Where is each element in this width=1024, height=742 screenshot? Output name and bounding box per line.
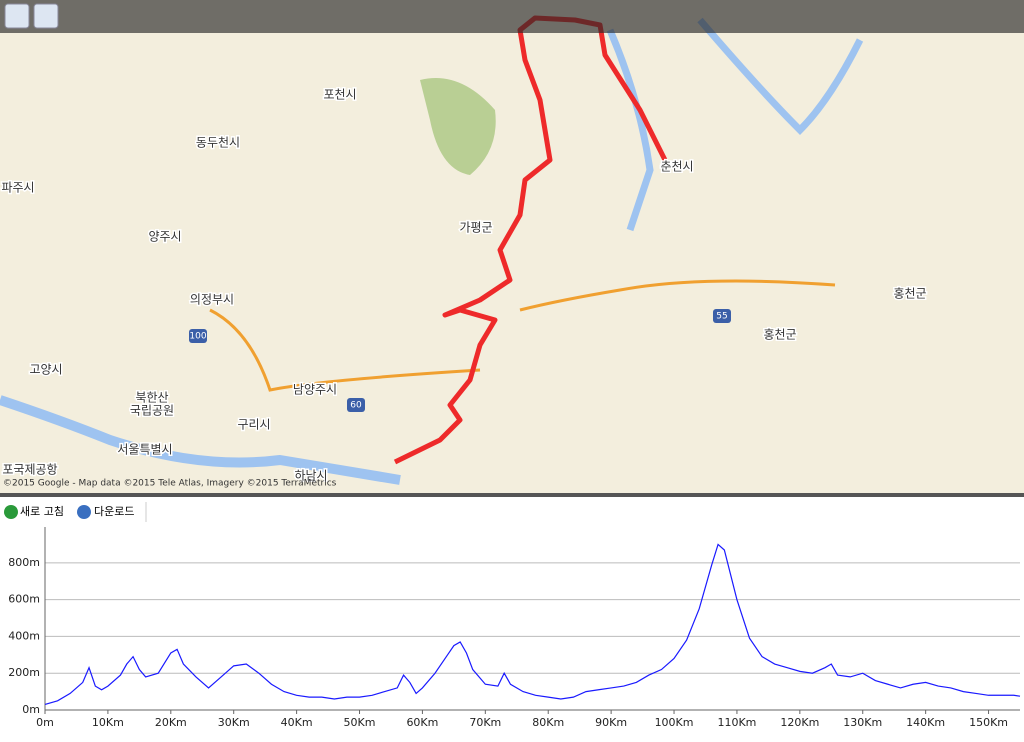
x-tick-label: 80Km [532,716,564,729]
map-button[interactable] [33,3,59,29]
x-tick-label: 100Km [655,716,694,729]
highway [209,279,836,392]
map-label: 북한산 [135,391,168,405]
map-label: 동두천시 [196,135,240,150]
map-label: 포국제공항 [2,463,57,477]
x-tick-label: 20Km [155,716,187,729]
y-tick-label: 0m [22,703,40,716]
road-shield-label: 60 [350,401,362,411]
river [0,395,401,485]
road-shield-label: 100 [189,332,206,342]
x-tick-label: 90Km [595,716,627,729]
map-topbar [0,0,1024,33]
x-tick-label: 60Km [406,716,438,729]
map-label: 국립공원 [130,404,174,418]
map-label: 서울특별시 [117,443,172,457]
refresh-icon[interactable] [4,505,18,519]
x-tick-label: 110Km [717,716,756,729]
map-label: 포천시 [323,87,356,102]
map-label: 하남시 [294,469,327,483]
download-icon[interactable] [77,505,91,519]
x-tick-label: 150Km [969,716,1008,729]
map-label: 고양시 [29,363,62,377]
road-shield [347,398,365,412]
park [420,78,496,175]
attribution: ©2015 Google - Map data ©2015 Tele Atlas… [3,479,337,489]
x-tick-label: 70Km [469,716,501,729]
map-label: 파주시 [1,181,34,195]
x-tick-label: 140Km [906,716,945,729]
y-tick-label: 800m [8,556,40,569]
map-label: 양주시 [148,230,181,244]
river [606,17,864,232]
x-tick-label: 130Km [843,716,882,729]
x-tick-label: 120Km [780,716,819,729]
map-label: 의정부시 [190,293,234,307]
x-tick-label: 30Km [218,716,250,729]
x-tick-label: 50Km [344,716,376,729]
road-shield-label: 55 [716,312,727,322]
y-tick-label: 200m [8,666,40,679]
download-button[interactable]: 다운로드 [94,505,134,518]
map-label: 구리시 [237,418,270,432]
map-label: 가평군 [459,221,492,235]
road-shield [189,329,207,343]
map-label: 홍천군 [763,327,796,342]
y-tick-label: 600m [8,593,40,606]
map-bg [0,0,1024,493]
chart-button[interactable] [4,3,30,29]
x-tick-label: 0m [36,716,54,729]
x-tick-label: 40Km [281,716,313,729]
map-label: 춘천시 [660,159,693,174]
y-tick-label: 400m [8,629,40,642]
divider [0,493,1024,497]
map-label: 홍천군 [893,286,926,301]
refresh-button[interactable]: 새로 고침 [20,505,64,518]
map-label: 남양주시 [293,383,337,397]
x-tick-label: 10Km [92,716,124,729]
elevation-line [44,543,1021,706]
road-shield [713,309,731,323]
